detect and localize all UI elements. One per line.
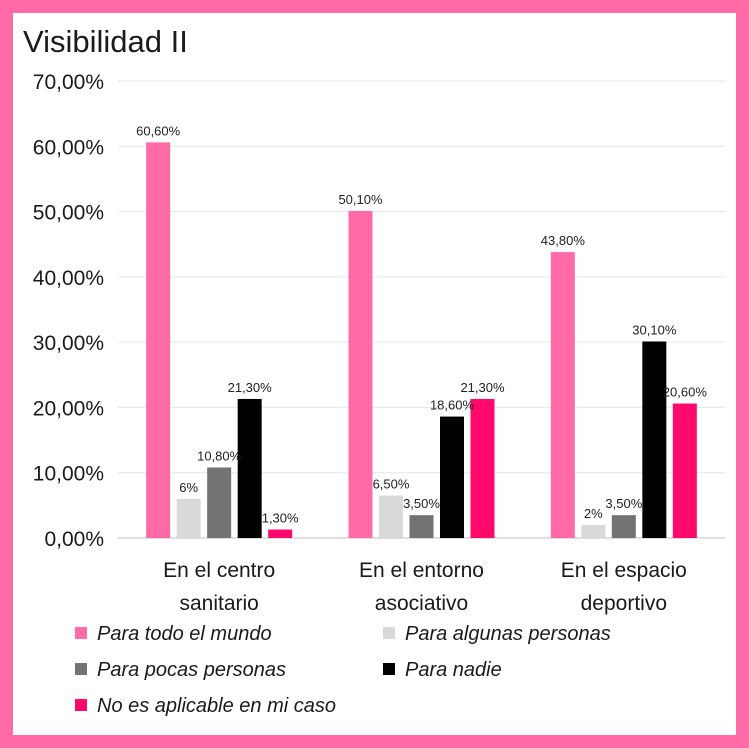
bars	[146, 142, 697, 538]
bar	[470, 398, 495, 538]
data-label: 18,60%	[430, 398, 475, 413]
legend-label: Para algunas personas	[405, 623, 611, 645]
x-category-label: En el espacio	[561, 559, 687, 582]
x-category-label: En el entorno	[359, 559, 484, 582]
data-label: 21,30%	[460, 380, 505, 395]
legend-swatch	[383, 663, 395, 675]
bar	[379, 495, 403, 538]
y-tick-label: 50,00%	[33, 202, 104, 225]
data-label: 21,30%	[228, 380, 273, 395]
x-axis-categories: En el centro sanitario En el entorno asocia…	[163, 559, 687, 615]
data-label: 60,60%	[136, 123, 181, 138]
bar	[268, 529, 293, 538]
data-label: 3,50%	[403, 496, 440, 511]
data-label: 3,50%	[605, 496, 642, 511]
y-tick-label: 40,00%	[33, 267, 104, 290]
bar	[440, 416, 464, 538]
data-label: 20,60%	[663, 385, 708, 400]
legend-swatch	[75, 663, 87, 675]
data-labels: 60,60% 6% 10,80% 21,30% 1,30% 50,10% 6,50% 3,50…	[136, 123, 707, 525]
bar	[348, 210, 373, 538]
legend-swatch	[75, 627, 87, 639]
data-label: 1,30%	[262, 511, 299, 526]
x-category-label: sanitario	[179, 592, 258, 615]
legend-swatch	[75, 699, 87, 711]
bar	[409, 515, 434, 538]
bar	[611, 515, 636, 538]
bar	[642, 341, 667, 538]
data-label: 10,80%	[197, 448, 242, 463]
y-tick-label: 70,00%	[33, 71, 104, 94]
data-label: 2%	[584, 506, 603, 521]
data-label: 50,10%	[338, 192, 383, 207]
x-category-label: asociativo	[375, 592, 468, 615]
legend-label: Para pocas personas	[97, 659, 286, 681]
bar	[207, 467, 232, 538]
data-label: 30,10%	[632, 322, 677, 337]
bar	[581, 524, 606, 538]
y-tick-label: 10,00%	[33, 463, 104, 486]
y-tick-label: 20,00%	[33, 397, 104, 420]
bar	[176, 498, 201, 538]
data-label: 6%	[179, 480, 198, 495]
x-category-label: En el centro	[163, 559, 275, 582]
data-label: 43,80%	[541, 233, 586, 248]
legend-label: No es aplicable en mi caso	[97, 695, 336, 717]
y-tick-label: 30,00%	[33, 332, 104, 355]
legend: Para todo el mundo Para algunas personas P…	[75, 623, 611, 717]
bar	[550, 252, 575, 538]
legend-label: Para nadie	[405, 659, 502, 681]
chart-title: Visibilidad II	[23, 24, 188, 59]
x-category-label: deportivo	[581, 592, 667, 615]
y-tick-label: 60,00%	[33, 136, 104, 159]
bar	[146, 142, 171, 538]
y-axis-ticks: 0,00% 10,00% 20,00% 30,00% 40,00% 50,00% 60,00…	[33, 71, 104, 551]
legend-swatch	[383, 627, 395, 639]
legend-label: Para todo el mundo	[97, 623, 272, 645]
data-label: 6,50%	[373, 477, 410, 492]
bar	[237, 398, 262, 538]
chart-panel: Visibilidad II 0,00% 10,00% 20,00% 30,00% 40…	[13, 13, 736, 735]
bar-chart: Visibilidad II 0,00% 10,00% 20,00% 30,00% 40…	[23, 24, 725, 717]
bar	[672, 403, 697, 538]
y-tick-label: 0,00%	[44, 528, 104, 551]
